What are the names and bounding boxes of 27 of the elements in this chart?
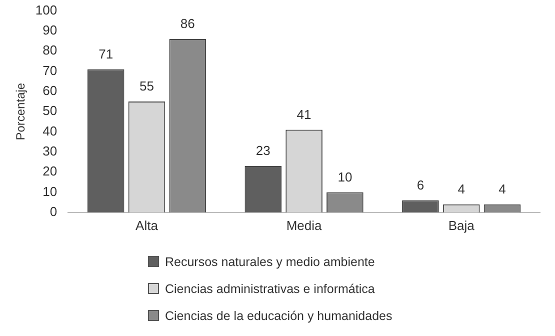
x-tick-label: Alta	[136, 218, 159, 233]
x-tick-label: Baja	[448, 218, 476, 233]
y-tick-label: 30	[42, 144, 58, 158]
data-label: 86	[180, 16, 195, 32]
data-label: 41	[296, 106, 312, 122]
legend-label: Ciencias de la educación y humanidades	[165, 308, 392, 322]
y-tick-label: 50	[42, 103, 58, 118]
y-tick-label: 20	[42, 164, 58, 179]
data-label: 4	[498, 181, 506, 196]
y-tick-label: 90	[42, 22, 58, 38]
y-tick-label: 40	[42, 123, 58, 138]
data-label: 6	[416, 177, 424, 192]
y-tick-label: 60	[42, 83, 58, 98]
legend-label: Recursos naturales y medio ambiente	[165, 254, 375, 268]
y-tick-label: 80	[42, 42, 58, 58]
y-axis-title: Porcentaje	[14, 82, 28, 140]
y-tick-label: 10	[42, 184, 58, 199]
legend-label: Ciencias administrativas e informática	[165, 282, 375, 296]
data-label: 71	[98, 46, 114, 62]
y-tick-label: 0	[50, 204, 58, 219]
data-label: 23	[256, 143, 270, 158]
y-tick-label: 100	[35, 2, 58, 18]
data-label: 4	[458, 181, 465, 196]
x-tick-label: Media	[286, 218, 323, 233]
data-label: 55	[140, 78, 154, 94]
data-label: 10	[338, 169, 352, 184]
y-tick-label: 70	[42, 62, 58, 78]
